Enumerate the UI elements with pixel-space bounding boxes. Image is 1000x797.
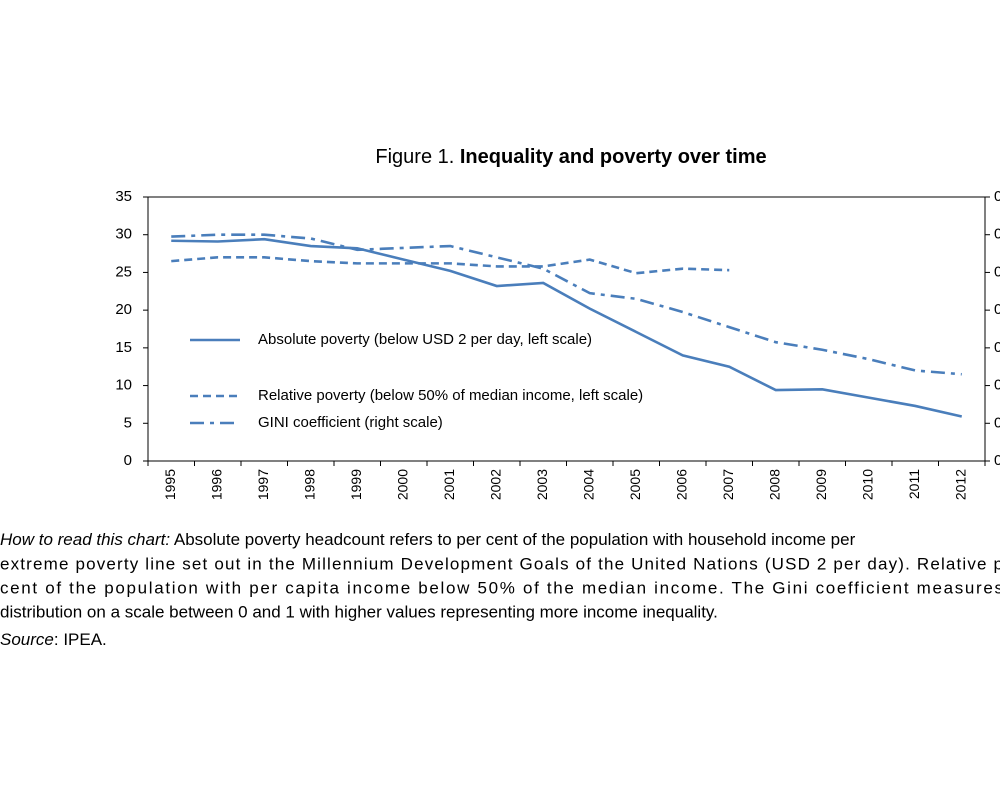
- y2-tick-label: 0.56: [994, 301, 1000, 318]
- x-tick-label: 2008: [766, 469, 782, 500]
- x-tick-label: 2006: [673, 469, 689, 500]
- x-tick-label: 2005: [627, 469, 643, 500]
- x-tick-label: 2003: [534, 469, 550, 500]
- title-prefix: Figure 1.: [375, 146, 454, 168]
- source: Source: IPEA.: [0, 630, 107, 649]
- legend-label: Relative poverty (below 50% of median in…: [258, 387, 643, 404]
- series-line: [171, 237, 963, 418]
- y2-tick-label: 0.5: [994, 414, 1000, 431]
- series-line: [171, 256, 730, 275]
- x-tick-label: 2007: [720, 469, 736, 500]
- y-tick-label: 25: [115, 263, 132, 280]
- note-line: cent of the population with per capita i…: [0, 578, 1000, 597]
- series-line: [171, 233, 962, 376]
- note-line: How to read this chart: Absolute poverty…: [0, 530, 856, 549]
- y-tick-label: 35: [115, 188, 132, 205]
- x-tick-label: 1998: [301, 469, 317, 500]
- x-tick-label: 2000: [394, 469, 410, 500]
- note-text: Absolute poverty headcount refers to per…: [174, 530, 856, 549]
- x-tick-label: 1999: [348, 469, 364, 500]
- note-line: extreme poverty line set out in the Mill…: [0, 554, 1000, 573]
- y2-tick-label: 0.52: [994, 377, 1000, 394]
- source-label: Source: [0, 630, 54, 649]
- x-tick-label: 2002: [487, 469, 503, 500]
- x-tick-label: 2001: [441, 469, 457, 500]
- y2-tick-label: 0.58: [994, 263, 1000, 280]
- x-tick-label: 2012: [952, 469, 968, 500]
- chart-title: Figure 1. Inequality and poverty over ti…: [375, 146, 766, 168]
- y-tick-label: 10: [115, 377, 132, 394]
- y-tick-label: 30: [115, 226, 132, 243]
- title-main: Inequality and poverty over time: [460, 146, 767, 168]
- y2-tick-label: 0.54: [994, 339, 1000, 356]
- y-tick-label: 0: [124, 452, 132, 469]
- x-tick-label: 2009: [813, 469, 829, 500]
- y-tick-label: 20: [115, 301, 132, 318]
- x-tick-label: 2011: [906, 469, 922, 499]
- x-tick-label: 2004: [580, 469, 596, 500]
- y2-tick-label: 0.6: [994, 226, 1000, 243]
- note-line: distribution on a scale between 0 and 1 …: [0, 602, 718, 621]
- note-label: How to read this chart:: [0, 530, 170, 549]
- x-tick-label: 1997: [255, 469, 271, 500]
- x-tick-label: 1995: [162, 469, 178, 500]
- x-tick-label: 1996: [208, 469, 224, 500]
- y2-tick-label: 0.62: [994, 188, 1000, 205]
- y-tick-label: 5: [124, 414, 132, 431]
- legend-label: Absolute poverty (below USD 2 per day, l…: [258, 331, 592, 348]
- source-text: : IPEA.: [54, 630, 107, 649]
- legend-label: GINI coefficient (right scale): [258, 414, 443, 431]
- y2-tick-label: 0.48: [994, 452, 1000, 469]
- x-tick-label: 2010: [859, 469, 875, 500]
- y-tick-label: 15: [115, 339, 132, 356]
